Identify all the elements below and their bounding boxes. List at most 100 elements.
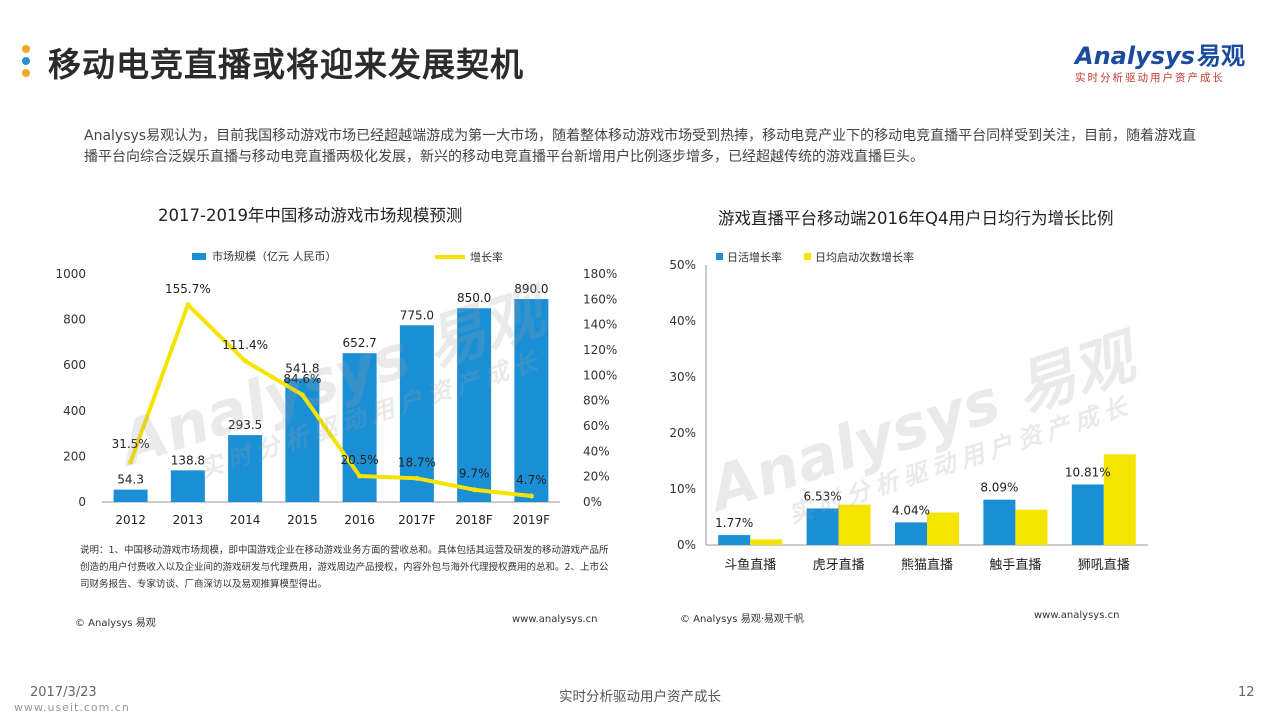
bar-launch-growth bbox=[1103, 454, 1136, 545]
bar-value-label: 10.81% bbox=[1065, 465, 1111, 479]
market-size-chart: 市场规模（亿元 人民币） 增长率 0 200 400 600 800 1000 0% 20% 40%… bbox=[55, 249, 617, 527]
footer-tagline: 实时分析驱动用户资产成长 bbox=[559, 689, 721, 705]
live-platform-growth-chart: 日活增长率 日均启动次数增长率 0% 10% 20% 30% 40% 50% 1.77% 斗鱼直播… bbox=[669, 250, 1148, 573]
y-tick-label: 10% bbox=[669, 482, 696, 496]
y-tick-label: 800 bbox=[63, 313, 86, 327]
bar-value-label: 850.0 bbox=[457, 291, 491, 305]
y-tick-label: 0 bbox=[78, 495, 86, 509]
x-tick-label: 狮吼直播 bbox=[1078, 558, 1130, 573]
bar-value-label: 293.5 bbox=[228, 418, 262, 432]
bar-value-label: 6.53% bbox=[804, 489, 842, 503]
x-tick-label: 2013 bbox=[173, 513, 204, 527]
analysys-logo: Analysys易观 实时分析驱动用户资产成长 bbox=[1075, 36, 1255, 85]
bar-launch-growth bbox=[838, 504, 871, 545]
y2-tick-label: 20% bbox=[583, 470, 610, 484]
legend-swatch-dau-growth bbox=[716, 253, 723, 260]
bar-value-label: 4.04% bbox=[892, 503, 930, 517]
x-tick-label: 2017F bbox=[398, 513, 436, 527]
legend-label-growth-rate: 增长率 bbox=[470, 250, 503, 264]
x-tick-label: 虎牙直播 bbox=[813, 558, 865, 573]
x-tick-label: 2018F bbox=[455, 513, 493, 527]
y2-tick-label: 60% bbox=[583, 419, 610, 433]
y2-tick-label: 0% bbox=[583, 495, 602, 509]
growth-rate-point bbox=[357, 473, 363, 479]
legend-swatch-launch-growth bbox=[804, 253, 811, 260]
page-title: 移动电竞直播或将迎来发展契机 bbox=[48, 45, 524, 84]
left-source: © Analysys 易观 bbox=[75, 618, 156, 629]
left-chart-title: 2017-2019年中国移动游戏市场规模预测 bbox=[158, 206, 463, 225]
intro-paragraph: Analysys易观认为，目前我国移动游戏市场已经超越端游成为第一大市场，随着整… bbox=[84, 128, 1197, 165]
x-tick-label: 2015 bbox=[287, 513, 318, 527]
bar-market-size bbox=[285, 378, 320, 502]
growth-rate-point bbox=[128, 459, 134, 465]
growth-rate-label: 9.7% bbox=[459, 467, 490, 481]
bar-dau-growth bbox=[806, 508, 839, 545]
y2-tick-label: 180% bbox=[583, 267, 617, 281]
x-tick-label: 2016 bbox=[344, 513, 375, 527]
growth-rate-point bbox=[471, 487, 477, 493]
growth-rate-line bbox=[128, 302, 532, 499]
bar-market-size bbox=[228, 435, 263, 502]
bar-dau-growth bbox=[1071, 484, 1104, 545]
bar-dau-growth bbox=[718, 535, 751, 545]
y-tick-label: 40% bbox=[669, 314, 696, 328]
x-tick-label: 2012 bbox=[115, 513, 146, 527]
growth-rate-point bbox=[299, 392, 305, 398]
y2-tick-label: 80% bbox=[583, 394, 610, 408]
growth-rate-label: 20.5% bbox=[341, 453, 379, 467]
bar-value-label: 890.0 bbox=[514, 282, 548, 296]
logo-text: Analysys易观 bbox=[1075, 42, 1245, 70]
legend-label-market-size: 市场规模（亿元 人民币） bbox=[212, 249, 337, 263]
y2-tick-label: 100% bbox=[583, 368, 617, 382]
y-tick-label: 30% bbox=[669, 370, 696, 384]
bar-market-size bbox=[113, 489, 148, 502]
bar-launch-growth bbox=[927, 512, 959, 545]
chart-note: 说明：1、中国移动游戏市场规模，即中国游戏企业在移动游戏业务方面的营收总和。具体… bbox=[80, 545, 609, 590]
growth-rate-label: 4.7% bbox=[516, 473, 547, 487]
bullet-dot bbox=[22, 45, 30, 53]
legend-swatch-market-size bbox=[192, 253, 206, 260]
bar-value-label: 652.7 bbox=[342, 336, 376, 350]
y-tick-label: 200 bbox=[63, 449, 86, 463]
y-tick-label: 50% bbox=[669, 258, 696, 272]
bar-market-size bbox=[514, 299, 549, 502]
right-url: www.analysys.cn bbox=[1034, 610, 1120, 621]
x-tick-label: 触手直播 bbox=[989, 558, 1041, 573]
y-tick-label: 400 bbox=[63, 404, 86, 418]
left-url: www.analysys.cn bbox=[512, 614, 598, 625]
growth-rate-point bbox=[528, 493, 534, 499]
x-tick-label: 斗鱼直播 bbox=[724, 557, 776, 573]
bar-launch-growth bbox=[1015, 509, 1048, 545]
bar-launch-growth bbox=[750, 539, 783, 545]
bullet-dot bbox=[22, 69, 30, 77]
footer-site: www.useit.com.cn bbox=[14, 701, 130, 714]
bar-market-size bbox=[342, 353, 377, 502]
bar-value-label: 54.3 bbox=[117, 473, 144, 487]
growth-rate-point bbox=[242, 358, 248, 364]
x-tick-label: 2014 bbox=[230, 513, 261, 527]
bar-value-label: 138.8 bbox=[171, 453, 205, 467]
y2-tick-label: 140% bbox=[583, 318, 617, 332]
bar-dau-growth bbox=[895, 522, 927, 545]
y-tick-label: 600 bbox=[63, 358, 86, 372]
right-chart-title: 游戏直播平台移动端2016年Q4用户日均行为增长比例 bbox=[718, 209, 1114, 228]
bar-market-size bbox=[457, 308, 492, 502]
logo-tagline: 实时分析驱动用户资产成长 bbox=[1075, 72, 1225, 84]
bar-value-label: 775.0 bbox=[400, 308, 434, 322]
x-tick-label: 2019F bbox=[513, 513, 551, 527]
y2-tick-label: 40% bbox=[583, 444, 610, 458]
bullet-dot bbox=[22, 57, 30, 65]
y2-tick-label: 160% bbox=[583, 292, 617, 306]
growth-rate-label: 155.7% bbox=[165, 282, 211, 296]
bar-value-label: 8.09% bbox=[980, 481, 1018, 495]
growth-rate-label: 31.5% bbox=[112, 437, 150, 451]
x-tick-label: 熊猫直播 bbox=[901, 557, 953, 573]
y-tick-label: 1000 bbox=[55, 267, 86, 281]
growth-rate-label: 84.6% bbox=[283, 372, 321, 386]
legend-label-dau-growth: 日活增长率 bbox=[727, 250, 782, 264]
right-source: © Analysys 易观·易观千帆 bbox=[680, 614, 804, 625]
footer-date: 2017/3/23 bbox=[30, 685, 97, 700]
y2-tick-label: 120% bbox=[583, 343, 617, 357]
page-number: 12 bbox=[1238, 685, 1255, 700]
bar-market-size bbox=[399, 325, 434, 502]
